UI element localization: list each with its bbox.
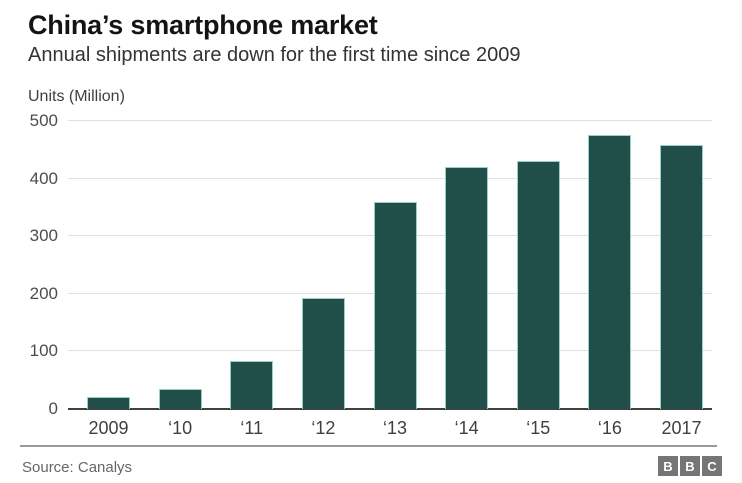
bbc-logo-block: B <box>680 456 700 476</box>
bar-11 <box>230 361 274 409</box>
x-label-12: ‘12 <box>311 418 336 438</box>
x-label-2017: 2017 <box>661 418 702 438</box>
chart-subtitle: Annual shipments are down for the first … <box>28 44 521 66</box>
x-label-10: ‘10 <box>168 418 193 438</box>
bar-16 <box>588 134 632 409</box>
plot-area <box>68 120 712 410</box>
x-label-16: ‘16 <box>597 418 622 438</box>
y-axis-tick-labels: 0 100 200 300 400 500 <box>0 0 58 483</box>
bar-2017 <box>660 144 703 409</box>
bar-15 <box>516 161 560 409</box>
bar-10 <box>158 388 202 409</box>
x-label-15: ‘15 <box>526 418 551 438</box>
y-tick-400: 400 <box>29 168 58 188</box>
y-tick-200: 200 <box>29 283 58 303</box>
x-axis-line <box>68 408 712 410</box>
y-tick-100: 100 <box>29 341 58 361</box>
x-axis-labels: 2009 ‘10 ‘11 ‘12 ‘13 ‘14 ‘15 ‘16 2017 <box>0 418 742 442</box>
bar-2009 <box>87 397 130 409</box>
source-label: Source: Canalys <box>22 459 133 476</box>
bbc-logo-block: B <box>658 456 678 476</box>
gridline-400 <box>68 177 712 179</box>
x-label-13: ‘13 <box>382 418 408 438</box>
y-tick-0: 0 <box>48 399 58 418</box>
bar-14 <box>445 167 489 409</box>
y-tick-500: 500 <box>29 111 58 130</box>
x-label-14: ‘14 <box>454 418 479 438</box>
bbc-logo-block: C <box>702 456 722 476</box>
x-label-11: ‘11 <box>240 418 264 438</box>
bar-13 <box>373 201 417 409</box>
footer-divider <box>20 445 717 447</box>
chart-title: China’s smartphone market <box>28 10 378 40</box>
bar-12 <box>301 297 345 409</box>
y-axis-unit-label: Units (Million) <box>28 88 125 105</box>
y-tick-300: 300 <box>29 226 58 246</box>
x-label-2009: 2009 <box>88 418 129 438</box>
gridline-500 <box>68 120 712 121</box>
